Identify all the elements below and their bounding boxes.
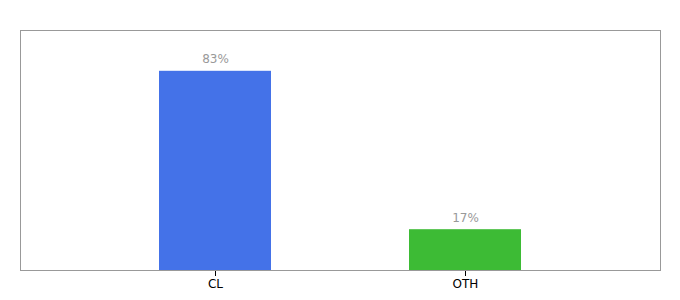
svg-text:83%: 83% — [202, 52, 229, 66]
svg-text:17%: 17% — [452, 211, 479, 225]
svg-text:OTH: OTH — [453, 277, 479, 291]
svg-text:CL: CL — [208, 277, 223, 291]
